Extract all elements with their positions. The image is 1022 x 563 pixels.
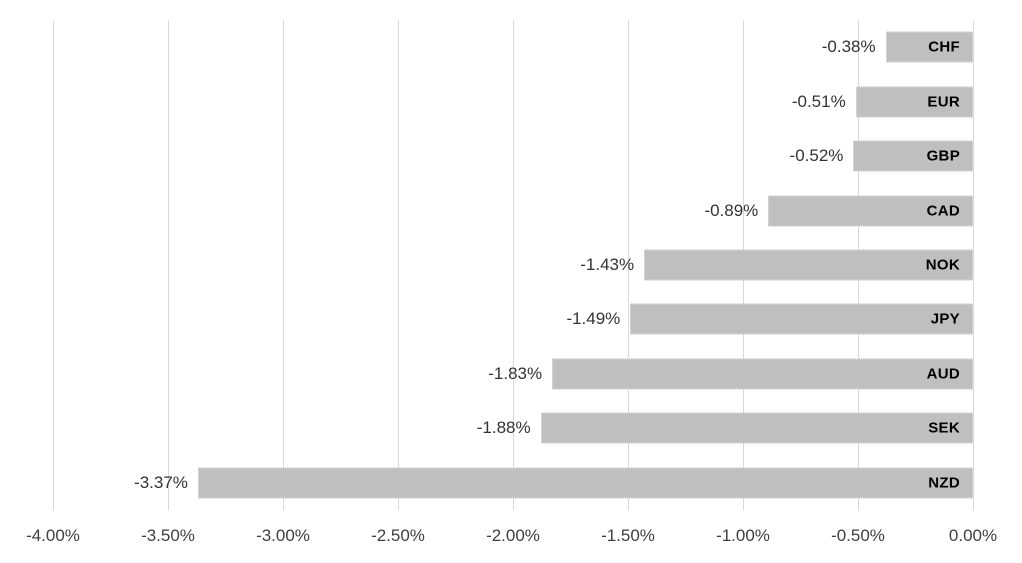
bar-row: JPY -1.49% [53, 292, 973, 346]
gridline [397, 20, 399, 510]
bar-category-label: CAD [926, 202, 960, 220]
bar-value-label: -1.43% [580, 254, 635, 274]
bar-row: EUR -0.51% [53, 74, 973, 128]
bar: JPY [630, 303, 973, 335]
bar: CHF [885, 31, 973, 63]
x-tick-label: -4.00% [26, 526, 80, 545]
bar-row: NOK -1.43% [53, 238, 973, 292]
bar-value-label: -0.52% [789, 146, 844, 166]
plot-area: CHF -0.38% EUR -0.51% GBP -0.52% CAD -0.89% NOK -… [52, 20, 974, 510]
x-tick-label: -3.00% [256, 526, 310, 545]
bar-row: AUD -1.83% [53, 347, 973, 401]
gridline [52, 20, 54, 510]
bar-category-label: CHF [928, 38, 960, 56]
bar-category-label: NZD [928, 474, 960, 492]
bar-category-label: AUD [926, 365, 960, 383]
bar-category-label: JPY [930, 310, 960, 328]
x-tick-label: -2.00% [486, 526, 540, 545]
bar: CAD [768, 195, 973, 227]
bar: EUR [855, 86, 973, 118]
bar-category-label: GBP [926, 147, 960, 165]
bar: GBP [853, 140, 973, 172]
gridline [512, 20, 514, 510]
bar: AUD [552, 358, 973, 390]
bar-value-label: -0.89% [704, 200, 759, 220]
gridline [282, 20, 284, 510]
x-tick-label: -2.50% [371, 526, 425, 545]
bar-value-label: -0.51% [791, 91, 846, 111]
bar-category-label: EUR [927, 93, 960, 111]
bar-category-label: SEK [928, 419, 960, 437]
bar-value-label: -0.38% [821, 37, 876, 57]
gridline [627, 20, 629, 510]
bar-value-label: -1.83% [488, 363, 543, 383]
x-tick-label: -1.00% [716, 526, 770, 545]
bar-row: CHF -0.38% [53, 20, 973, 74]
bar-row: SEK -1.88% [53, 401, 973, 455]
bar: NOK [644, 249, 973, 281]
x-tick-label: -1.50% [601, 526, 655, 545]
x-axis: -4.00% -3.50% -3.00% -2.50% -2.00% -1.50% -1.0… [26, 510, 997, 550]
bar-value-label: -1.49% [566, 309, 621, 329]
gridline [972, 20, 974, 510]
bar: SEK [540, 412, 973, 444]
x-tick-label: -3.50% [141, 526, 195, 545]
bar-row: GBP -0.52% [53, 129, 973, 183]
bar-row: CAD -0.89% [53, 183, 973, 237]
bar-value-label: -3.37% [134, 472, 188, 492]
bar-category-label: NOK [925, 256, 960, 274]
bar-row: NZD -3.37% [53, 456, 973, 510]
bar-value-label: -1.88% [476, 418, 531, 438]
x-tick-label: -0.50% [831, 526, 885, 545]
x-tick-label: 0.00% [948, 526, 998, 545]
bar: NZD [197, 467, 973, 499]
gridline [167, 20, 169, 510]
